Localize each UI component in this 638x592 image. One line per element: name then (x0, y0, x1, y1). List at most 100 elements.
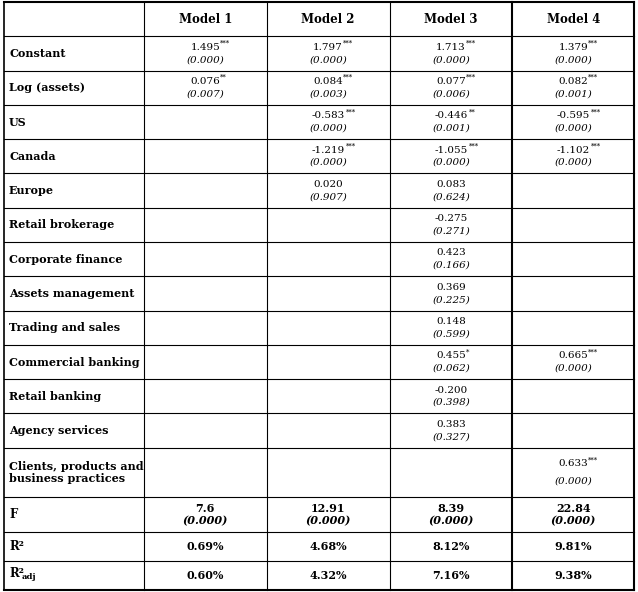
Text: (0.000): (0.000) (306, 515, 351, 526)
Text: (0.000): (0.000) (554, 363, 592, 373)
Text: 0.60%: 0.60% (186, 570, 224, 581)
Text: 1.379: 1.379 (558, 43, 588, 52)
Text: (0.000): (0.000) (186, 55, 224, 64)
Text: Trading and sales: Trading and sales (9, 322, 120, 333)
Text: 0.69%: 0.69% (186, 540, 224, 552)
Text: 0.665: 0.665 (558, 351, 588, 361)
Text: Retail brokerage: Retail brokerage (9, 220, 114, 230)
Text: (0.000): (0.000) (428, 515, 473, 526)
Text: (0.327): (0.327) (432, 432, 470, 441)
Text: (0.000): (0.000) (554, 55, 592, 64)
Text: Model 2: Model 2 (301, 12, 355, 25)
Text: Constant: Constant (9, 48, 66, 59)
Text: Europe: Europe (9, 185, 54, 196)
Text: Log (assets): Log (assets) (9, 82, 85, 93)
Text: -1.219: -1.219 (311, 146, 345, 155)
Text: ***: *** (469, 143, 479, 150)
Text: 0.077: 0.077 (436, 77, 466, 86)
Text: Commercial banking: Commercial banking (9, 356, 140, 368)
Text: 1.797: 1.797 (313, 43, 343, 52)
Text: (0.000): (0.000) (309, 158, 347, 167)
Text: *: * (466, 348, 470, 356)
Text: (0.003): (0.003) (309, 89, 347, 98)
Text: 0.383: 0.383 (436, 420, 466, 429)
Text: 0.455: 0.455 (436, 351, 466, 361)
Text: (0.907): (0.907) (309, 192, 347, 201)
Text: **: ** (469, 108, 475, 117)
Text: 1.713: 1.713 (436, 43, 466, 52)
Text: (0.599): (0.599) (432, 329, 470, 339)
Text: -0.583: -0.583 (311, 111, 345, 120)
Text: -0.595: -0.595 (556, 111, 590, 120)
Text: ***: *** (343, 40, 353, 48)
Text: 7.6: 7.6 (196, 503, 215, 514)
Text: Model 3: Model 3 (424, 12, 478, 25)
Text: ***: *** (346, 143, 356, 150)
Text: ***: *** (591, 108, 601, 117)
Text: ***: *** (220, 40, 230, 48)
Text: (0.000): (0.000) (554, 158, 592, 167)
Text: 0.076: 0.076 (190, 77, 220, 86)
Text: Clients, products and
business practices: Clients, products and business practices (9, 461, 144, 484)
Text: (0.000): (0.000) (432, 158, 470, 167)
Text: ***: *** (466, 40, 476, 48)
Text: Retail banking: Retail banking (9, 391, 101, 402)
Text: (0.624): (0.624) (432, 192, 470, 201)
Text: (0.000): (0.000) (554, 477, 592, 486)
Text: R²: R² (9, 540, 24, 553)
Text: 7.16%: 7.16% (432, 570, 470, 581)
Text: (0.000): (0.000) (432, 55, 470, 64)
Text: 8.12%: 8.12% (433, 540, 470, 552)
Text: Model 4: Model 4 (547, 12, 600, 25)
Text: ***: *** (466, 74, 476, 82)
Text: adj: adj (22, 574, 36, 581)
Text: -0.275: -0.275 (434, 214, 468, 223)
Text: (0.001): (0.001) (554, 89, 592, 98)
Text: Corporate finance: Corporate finance (9, 253, 122, 265)
Text: (0.000): (0.000) (182, 515, 228, 526)
Text: (0.225): (0.225) (432, 295, 470, 304)
Text: 9.81%: 9.81% (554, 540, 592, 552)
Text: US: US (9, 117, 27, 127)
Text: (0.001): (0.001) (432, 124, 470, 133)
Text: 8.39: 8.39 (438, 503, 464, 514)
Text: (0.000): (0.000) (309, 124, 347, 133)
Text: -0.446: -0.446 (434, 111, 468, 120)
Text: 1.495: 1.495 (190, 43, 220, 52)
Text: 4.68%: 4.68% (309, 540, 347, 552)
Text: (0.000): (0.000) (554, 124, 592, 133)
Text: 0.020: 0.020 (313, 180, 343, 189)
Text: Agency services: Agency services (9, 425, 108, 436)
Text: -0.200: -0.200 (434, 385, 468, 395)
Text: -1.102: -1.102 (556, 146, 590, 155)
Text: (0.006): (0.006) (432, 89, 470, 98)
Text: (0.000): (0.000) (309, 55, 347, 64)
Text: 0.082: 0.082 (558, 77, 588, 86)
Text: 4.32%: 4.32% (309, 570, 347, 581)
Text: 0.148: 0.148 (436, 317, 466, 326)
Text: -1.055: -1.055 (434, 146, 468, 155)
Text: Assets management: Assets management (9, 288, 135, 299)
Text: 22.84: 22.84 (556, 503, 591, 514)
Text: ***: *** (588, 348, 598, 356)
Text: ***: *** (343, 74, 353, 82)
Text: R²: R² (9, 567, 24, 580)
Text: **: ** (220, 74, 227, 82)
Text: Canada: Canada (9, 151, 56, 162)
Text: ***: *** (588, 40, 598, 48)
Text: (0.271): (0.271) (432, 227, 470, 236)
Text: (0.000): (0.000) (551, 515, 596, 526)
Text: 0.423: 0.423 (436, 249, 466, 258)
Text: (0.007): (0.007) (186, 89, 224, 98)
Text: (0.166): (0.166) (432, 261, 470, 270)
Text: ***: *** (591, 143, 601, 150)
Text: 0.633: 0.633 (558, 459, 588, 468)
Text: 9.38%: 9.38% (554, 570, 592, 581)
Text: ***: *** (588, 456, 598, 464)
Text: 0.083: 0.083 (436, 180, 466, 189)
Text: Model 1: Model 1 (179, 12, 232, 25)
Text: 0.084: 0.084 (313, 77, 343, 86)
Text: ***: *** (588, 74, 598, 82)
Text: (0.398): (0.398) (432, 398, 470, 407)
Text: ***: *** (346, 108, 356, 117)
